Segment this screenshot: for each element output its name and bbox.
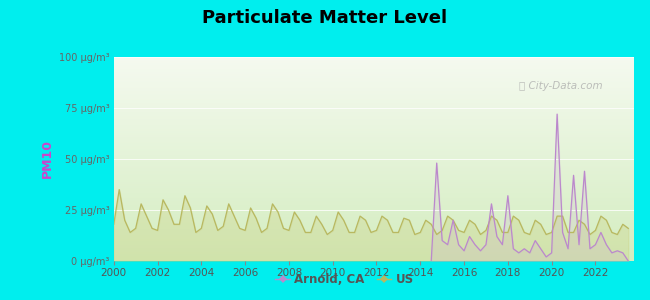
Text: Particulate Matter Level: Particulate Matter Level — [202, 9, 448, 27]
Text: ⓘ City-Data.com: ⓘ City-Data.com — [519, 82, 603, 92]
Legend: Arnold, CA, US: Arnold, CA, US — [271, 269, 418, 291]
Y-axis label: PM10: PM10 — [40, 140, 53, 178]
